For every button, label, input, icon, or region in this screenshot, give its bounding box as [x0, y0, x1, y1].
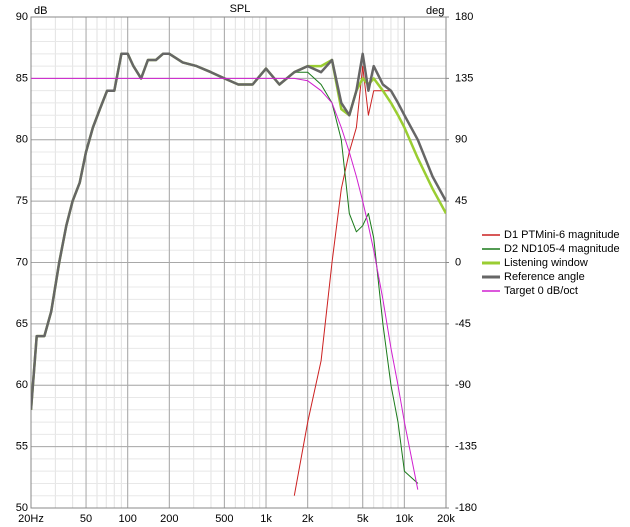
y-tick-label: 60	[16, 379, 28, 391]
legend-label: D2 ND105-4 magnitude	[504, 243, 620, 255]
chart-title: SPL	[230, 3, 251, 15]
series-line	[31, 77, 419, 490]
y2-tick-label: 0	[455, 256, 461, 268]
x-tick-label: 1k	[260, 513, 272, 525]
y2-tick-label: -135	[455, 441, 477, 453]
x-tick-label: 50	[80, 513, 92, 525]
legend-label: Listening window	[504, 257, 588, 269]
y-tick-label: 50	[16, 502, 28, 514]
x-tick-label: 200	[160, 513, 178, 525]
x-tick-label: 20k	[437, 513, 455, 525]
x-tick-label: 500	[215, 513, 233, 525]
plot-frame	[30, 16, 447, 509]
y2-tick-label: -45	[455, 318, 471, 330]
x-tick-label: 10k	[395, 513, 413, 525]
legend-label: Target 0 dB/oct	[504, 285, 578, 297]
series-line	[31, 52, 446, 410]
y2-tick-label: 45	[455, 195, 467, 207]
y2-tick-label: -180	[455, 502, 477, 514]
y2-tick-label: 135	[455, 72, 473, 84]
x-tick-label: 2k	[302, 513, 314, 525]
y2-axis-label: deg	[426, 5, 444, 17]
y2-tick-label: 90	[455, 134, 467, 146]
x-tick-label: 20Hz	[18, 513, 44, 525]
legend-label: D1 PTMini-6 magnitude	[504, 229, 620, 241]
y-tick-label: 65	[16, 318, 28, 330]
x-tick-label: 100	[119, 513, 137, 525]
y-tick-label: 75	[16, 195, 28, 207]
x-tick-label: 5k	[357, 513, 369, 525]
y-tick-label: 55	[16, 441, 28, 453]
y-axis-label: dB	[34, 5, 47, 17]
y-tick-label: 80	[16, 134, 28, 146]
y-tick-label: 70	[16, 256, 28, 268]
y-tick-label: 85	[16, 72, 28, 84]
legend-label: Reference angle	[504, 271, 585, 283]
y2-tick-label: -90	[455, 379, 471, 391]
y-tick-label: 90	[16, 11, 28, 23]
y2-tick-label: 180	[455, 11, 473, 23]
